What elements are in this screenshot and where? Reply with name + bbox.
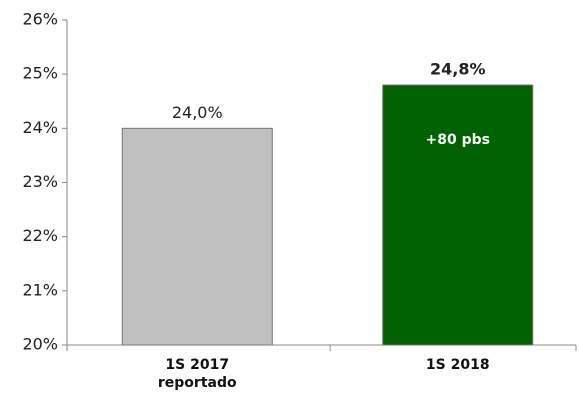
y-tick-label: 25% xyxy=(22,64,58,83)
x-tick-label: 1S 2018 xyxy=(425,357,490,373)
x-tick-label: 1S 2017 reportado xyxy=(157,357,237,391)
y-tick-label: 26% xyxy=(22,10,58,29)
y-tick-label: 22% xyxy=(22,226,58,245)
y-tick-label: 20% xyxy=(22,335,58,354)
annotation: +80 pbs xyxy=(426,132,490,148)
value-label: 24,8% xyxy=(430,60,486,79)
y-tick-label: 24% xyxy=(22,118,58,137)
bar xyxy=(382,84,534,346)
value-label: 24,0% xyxy=(172,103,223,122)
y-tick-label: 23% xyxy=(22,172,58,191)
bar xyxy=(121,127,273,346)
y-tick-label: 21% xyxy=(22,280,58,299)
